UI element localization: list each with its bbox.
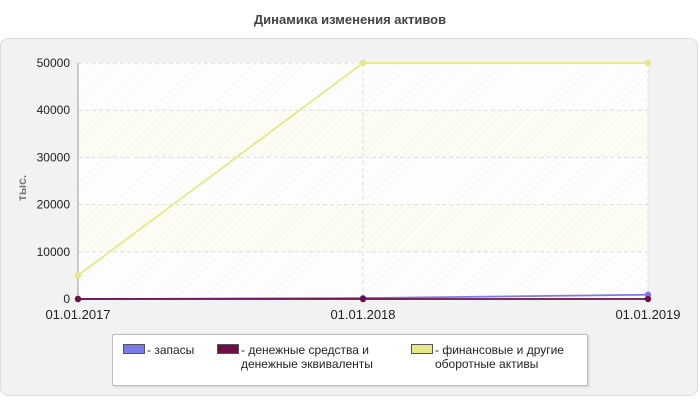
legend-swatch <box>411 344 433 354</box>
y-tick-label: 50000 <box>37 56 71 70</box>
legend: - запасы - денежные средства и денежные … <box>112 334 588 386</box>
data-point <box>359 59 367 67</box>
y-tick-label: 30000 <box>37 150 71 164</box>
x-tick-label: 01.01.2019 <box>615 307 680 322</box>
data-point <box>644 295 652 303</box>
data-point <box>644 59 652 67</box>
data-point <box>74 295 82 303</box>
legend-label: - запасы <box>147 343 195 357</box>
y-tick-label: 20000 <box>37 198 71 212</box>
legend-swatch <box>217 344 239 354</box>
legend-label: - денежные средства и денежные эквивален… <box>241 343 373 371</box>
chart-title: Динамика изменения активов <box>253 12 447 27</box>
y-tick-label: 0 <box>63 292 70 306</box>
data-point <box>359 295 367 303</box>
series-2 <box>74 59 652 279</box>
series-1 <box>74 295 652 303</box>
legend-swatch <box>123 344 145 354</box>
y-tick-label: 40000 <box>37 103 71 117</box>
x-tick-label: 01.01.2017 <box>45 307 110 322</box>
y-axis-label: тыс. <box>15 174 29 201</box>
y-tick-label: 10000 <box>37 245 71 259</box>
x-tick-label: 01.01.2018 <box>330 307 395 322</box>
legend-label: - финансовые и другие оборотные активы <box>435 343 564 371</box>
data-point <box>74 272 82 279</box>
